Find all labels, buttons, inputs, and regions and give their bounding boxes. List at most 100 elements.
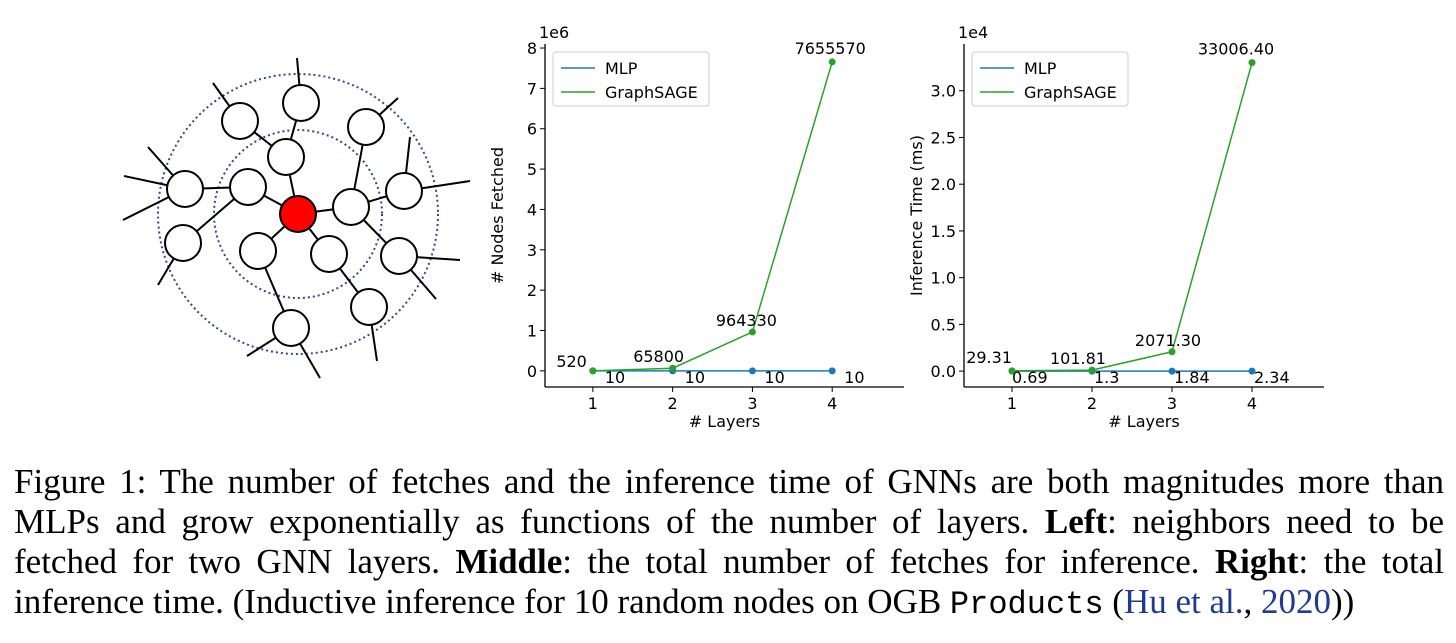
- neighbor-graph-svg: [122, 57, 471, 379]
- y-tick-label: 4: [527, 200, 537, 219]
- caption-dataset-name: Products: [949, 586, 1104, 623]
- data-point-mlp: [748, 367, 756, 375]
- caption-right-label: Right: [1214, 542, 1299, 581]
- citation-author-link[interactable]: Hu et al.: [1123, 582, 1244, 621]
- x-tick-label: 1: [588, 394, 598, 413]
- caption-open-paren: (: [1103, 582, 1124, 621]
- caption-close: )): [1331, 582, 1355, 621]
- one-hop-node: [229, 168, 267, 206]
- data-point-mlp: [828, 367, 836, 375]
- two-hop-node: [347, 108, 385, 146]
- nodes-fetched-chart-svg: 0 1 2 3 4 5 6 7 8 1 2 3 4 1e6 # Layers # Nodes Fetched 1…: [488, 23, 904, 431]
- data-label-graphsage: 29.31: [966, 348, 1012, 367]
- y-tick-label: 3: [527, 241, 537, 260]
- data-point-graphsage: [669, 364, 677, 372]
- y-tick-label: 7: [527, 79, 537, 98]
- data-label-graphsage: 2071.30: [1135, 331, 1201, 350]
- y-tick-label: 2.5: [931, 128, 956, 147]
- x-tick-label: 3: [1167, 394, 1177, 413]
- data-point-graphsage: [1088, 366, 1096, 374]
- data-label-mlp: 1.3: [1094, 368, 1119, 387]
- y-scale-label: 1e6: [539, 23, 569, 42]
- one-hop-circle: [213, 129, 383, 299]
- y-tick-label: 0: [527, 362, 537, 381]
- one-hop-node: [239, 232, 277, 270]
- two-hop-node: [221, 102, 259, 140]
- data-label-graphsage: 65800: [633, 347, 684, 366]
- data-label-graphsage: 520: [556, 352, 587, 371]
- x-tick-label: 3: [747, 394, 757, 413]
- y-tick-label: 3.0: [931, 82, 956, 101]
- data-point-graphsage: [1168, 348, 1176, 356]
- y-axis-label: # Nodes Fetched: [490, 147, 507, 284]
- caption-intro: Figure 1: The number of fetches and the …: [14, 462, 1444, 541]
- y-tick-label: 5: [527, 160, 537, 179]
- data-label-mlp: 2.34: [1254, 368, 1290, 387]
- one-hop-node: [267, 138, 305, 176]
- series-line-graphsage: [592, 61, 833, 372]
- one-hop-node: [332, 188, 370, 226]
- two-hop-node: [380, 237, 418, 275]
- nodes-fetched-chart: 0 1 2 3 4 5 6 7 8 1 2 3 4 1e6 # Layers # Nodes Fetched 1…: [488, 20, 910, 440]
- y-tick-label: 1.5: [931, 222, 956, 241]
- data-point-graphsage: [828, 58, 836, 66]
- data-point-graphsage: [1008, 367, 1016, 375]
- x-tick-label: 2: [668, 394, 678, 413]
- graph-nodes: [164, 84, 423, 347]
- data-label-graphsage: 964330: [716, 311, 777, 330]
- data-label-graphsage: 7655570: [795, 39, 866, 58]
- data-point-graphsage: [1248, 59, 1256, 67]
- citation-year-link[interactable]: 2020: [1261, 582, 1331, 621]
- data-point-graphsage: [748, 328, 756, 336]
- y-tick-label: 0.0: [931, 362, 956, 381]
- data-label-mlp: 10: [685, 368, 705, 387]
- target-node: [279, 195, 317, 233]
- series-line-graphsage: [1011, 62, 1253, 372]
- x-axis-label: # Layers: [1108, 412, 1179, 431]
- data-label-mlp: 10: [764, 368, 784, 387]
- figure-caption: Figure 1: The number of fetches and the …: [14, 462, 1444, 625]
- caption-middle-text: : the total number of fetches for infere…: [562, 542, 1215, 581]
- x-axis-label: # Layers: [689, 412, 760, 431]
- legend-label: GraphSAGE: [605, 83, 698, 102]
- data-label-mlp: 10: [605, 368, 625, 387]
- data-label-graphsage: 33006.40: [1198, 40, 1274, 59]
- y-tick-label: 2.0: [931, 175, 956, 194]
- one-hop-node: [310, 235, 348, 273]
- y-tick-label: 2: [527, 281, 537, 300]
- data-label-mlp: 1.84: [1174, 368, 1210, 387]
- two-hop-node: [166, 170, 204, 208]
- caption-right-text: : the total inference time. (Inductive i…: [14, 542, 1444, 621]
- two-hop-node: [385, 172, 423, 210]
- y-tick-label: 1.0: [931, 269, 956, 288]
- y-tick-label: 1: [527, 322, 537, 341]
- y-tick-label: 6: [527, 120, 537, 139]
- data-label-graphsage: 101.81: [1050, 349, 1106, 368]
- two-hop-circle: [157, 73, 439, 355]
- caption-left-label: Left: [1044, 502, 1108, 541]
- y-tick-label: 0.5: [931, 315, 956, 334]
- caption-middle-label: Middle: [455, 542, 563, 581]
- data-point-mlp: [1248, 367, 1256, 375]
- caption-comma: ,: [1243, 582, 1261, 621]
- two-hop-node: [272, 309, 310, 347]
- two-hop-node: [350, 288, 388, 326]
- x-tick-label: 4: [1247, 394, 1257, 413]
- caption-left-text: : neighbors need to be fetched for two G…: [14, 502, 1444, 581]
- y-tick-label: 8: [527, 39, 537, 58]
- data-point-graphsage: [589, 367, 597, 375]
- data-label-mlp: 0.69: [1012, 368, 1048, 387]
- inference-time-chart-svg: 0.0 0.5 1.0 1.5 2.0 2.5 3.0 1 2 3 4 1e4 # Layers Infe…: [907, 23, 1324, 431]
- legend-label: MLP: [1024, 59, 1057, 78]
- y-axis-label: Inference Time (ms): [907, 135, 926, 296]
- inference-time-chart: 0.0 0.5 1.0 1.5 2.0 2.5 3.0 1 2 3 4 1e4 # Layers Infe…: [905, 20, 1345, 440]
- x-tick-label: 1: [1007, 394, 1017, 413]
- legend-label: MLP: [605, 59, 638, 78]
- neighbor-graph-illustration: [110, 40, 490, 400]
- x-tick-label: 2: [1087, 394, 1097, 413]
- data-point-mlp: [1168, 367, 1176, 375]
- two-hop-node: [164, 224, 202, 262]
- data-label-mlp: 10: [844, 368, 864, 387]
- x-tick-label: 4: [827, 394, 837, 413]
- two-hop-node: [282, 84, 320, 122]
